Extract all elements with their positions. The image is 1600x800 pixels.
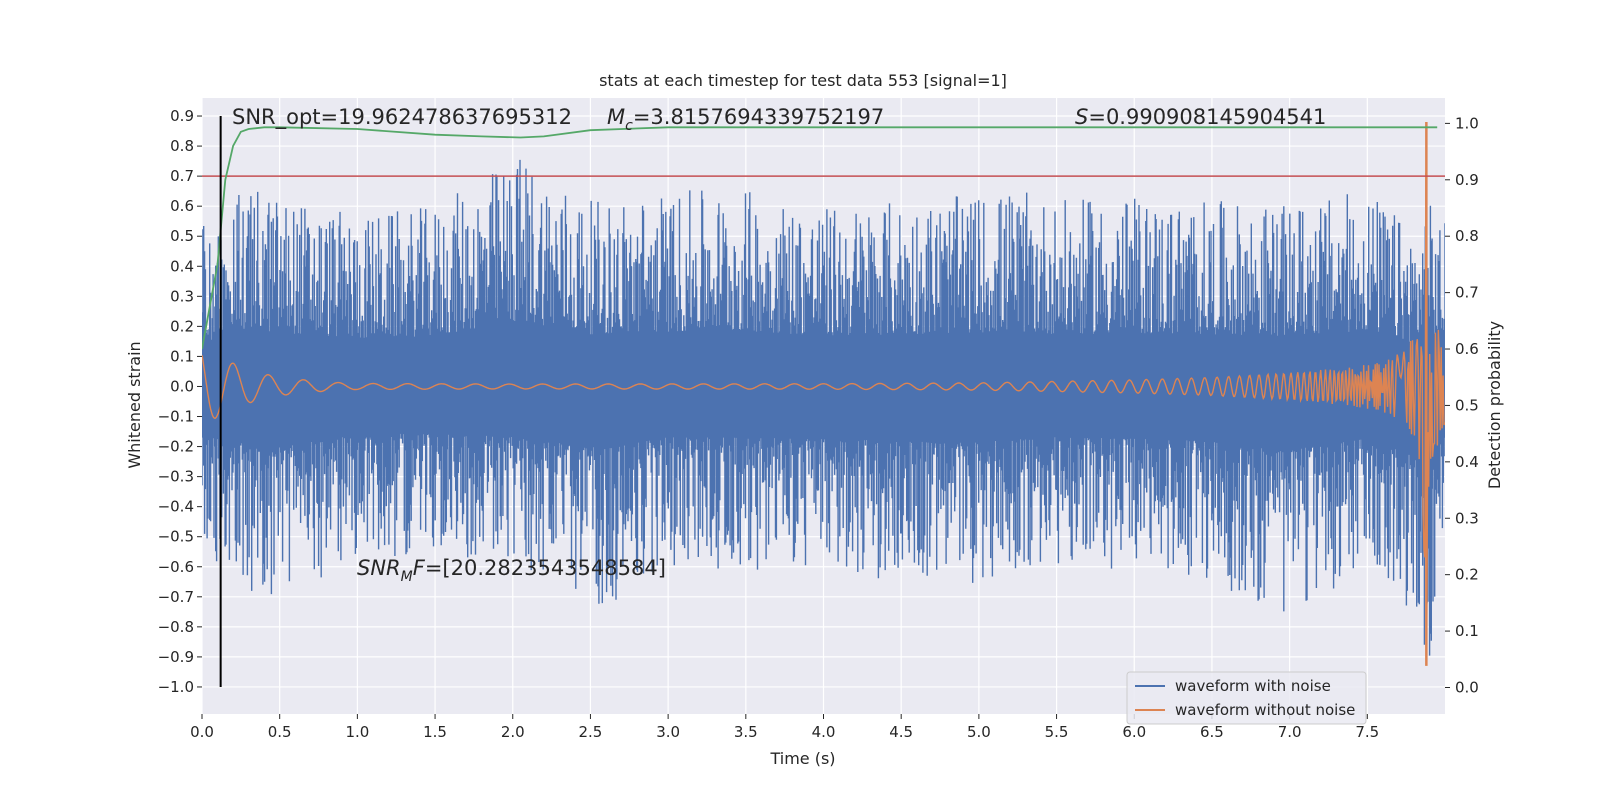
- x-tick-label: 3.5: [734, 723, 758, 741]
- y2-axis-title: Detection probability: [1485, 321, 1504, 489]
- x-tick-label: 3.0: [656, 723, 680, 741]
- x-tick-label: 0.5: [268, 723, 292, 741]
- y2-tick-label: 0.7: [1455, 284, 1479, 302]
- y2-tick-label: 0.6: [1455, 340, 1479, 358]
- x-tick-label: 4.5: [889, 723, 913, 741]
- legend-label: waveform without noise: [1175, 701, 1355, 719]
- y-tick-label: 0.3: [170, 287, 194, 305]
- y-tick-label: −0.9: [158, 648, 194, 666]
- series-waveform-with-noise: [202, 159, 1445, 656]
- y2-tick-label: 0.3: [1455, 509, 1479, 527]
- y-tick-label: −0.7: [158, 588, 194, 606]
- y-tick-label: −0.6: [158, 558, 194, 576]
- y-tick-label: −0.5: [158, 528, 194, 546]
- y-tick-label: −1.0: [158, 678, 194, 696]
- x-tick-label: 2.0: [501, 723, 525, 741]
- y2-tick-label: 0.9: [1455, 171, 1479, 189]
- right-axis: 1.0 0.9 0.8 0.7 0.6 0.5 0.4 0.3 0.2 0.1 0.0: [1445, 114, 1479, 696]
- chart-title: stats at each timestep for test data 553…: [599, 71, 1007, 90]
- x-tick-label: 7.5: [1355, 723, 1379, 741]
- annotation-chirp-mass: Mc=3.8157694339752197: [607, 105, 884, 134]
- legend-label: waveform with noise: [1175, 677, 1331, 695]
- annotation-snr-mf: SNRMF=[20.2823543548584]: [357, 556, 666, 585]
- y-tick-label: 0.7: [170, 167, 194, 185]
- series-layer: [202, 116, 1445, 687]
- y2-tick-label: 0.1: [1455, 622, 1479, 640]
- y-tick-label: −0.4: [158, 498, 194, 516]
- x-tick-label: 0.0: [190, 723, 214, 741]
- x-tick-label: 5.0: [967, 723, 991, 741]
- annotation-snr-mf-value: =[20.2823543548584]: [425, 556, 666, 580]
- annotation-s: S=0.990908145904541: [1075, 105, 1326, 129]
- series-group: [202, 116, 1445, 687]
- y-tick-label: −0.3: [158, 468, 194, 486]
- y-tick-label: 0.9: [170, 107, 194, 125]
- y2-tick-label: 0.5: [1455, 396, 1479, 414]
- annotation-chirp-mass-value: =3.8157694339752197: [633, 105, 884, 129]
- x-tick-label: 6.5: [1200, 723, 1224, 741]
- legend-box: [1126, 671, 1367, 725]
- x-tick-label: 1.0: [345, 723, 369, 741]
- series-detection-probability: [202, 126, 1438, 350]
- y-tick-label: 0.8: [170, 137, 194, 155]
- x-tick-label: 2.5: [579, 723, 603, 741]
- x-tick-label: 6.0: [1122, 723, 1146, 741]
- y-tick-label: −0.2: [158, 438, 194, 456]
- y-tick-label: 0.0: [170, 377, 194, 395]
- annotation-snr-opt: SNR_opt=19.962478637695312: [232, 105, 572, 130]
- y-tick-label: 0.1: [170, 347, 194, 365]
- x-tick-label: 1.5: [423, 723, 447, 741]
- y-axis-title: Whitened strain: [125, 341, 144, 468]
- y-tick-label: 0.4: [170, 257, 194, 275]
- left-axis: 0.9 0.8 0.7 0.6 0.5 0.4 0.3 0.2 0.1 0.0 −0.1 −0.2 −0…: [158, 107, 202, 696]
- annotation-s-value: =0.990908145904541: [1088, 105, 1326, 129]
- y-tick-label: 0.2: [170, 317, 194, 335]
- y-tick-label: −0.8: [158, 618, 194, 636]
- x-tick-label: 4.0: [812, 723, 836, 741]
- x-axis: 0.0 0.5 1.0 1.5 2.0 2.5 3.0 3.5 4.0 4.5 5.0 5.5 6.0 6…: [190, 714, 1379, 741]
- y2-tick-label: 0.2: [1455, 566, 1479, 584]
- x-axis-title: Time (s): [769, 749, 835, 768]
- y-tick-label: 0.5: [170, 227, 194, 245]
- x-tick-label: 5.5: [1045, 723, 1069, 741]
- y-tick-label: 0.6: [170, 197, 194, 215]
- y2-tick-label: 0.8: [1455, 227, 1479, 245]
- legend: waveform with noise waveform without nois…: [1126, 671, 1367, 725]
- y2-tick-label: 0.0: [1455, 678, 1479, 696]
- series-waveform-without-noise: [202, 172, 1445, 622]
- y-tick-label: −0.1: [158, 408, 194, 426]
- y2-tick-label: 0.4: [1455, 453, 1479, 471]
- y2-tick-label: 1.0: [1455, 114, 1479, 132]
- x-tick-label: 7.0: [1278, 723, 1302, 741]
